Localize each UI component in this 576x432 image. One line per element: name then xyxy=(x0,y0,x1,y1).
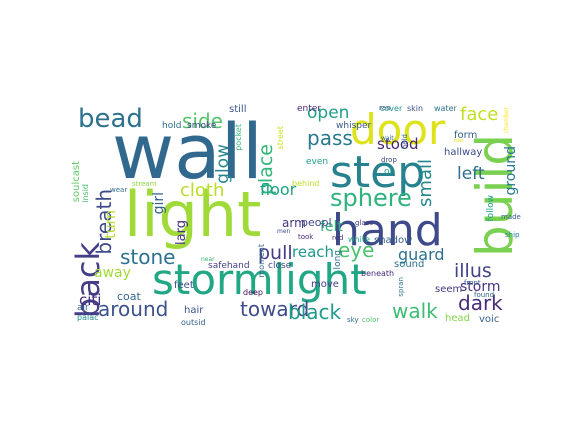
word-pull: pull xyxy=(258,242,293,264)
word-turn: turn xyxy=(103,210,119,239)
word-voic: voic xyxy=(479,314,500,325)
word-men: men xyxy=(277,228,291,235)
word-insid: insid xyxy=(81,184,90,203)
word-chamber: chamber xyxy=(503,107,510,134)
word-wall: wall xyxy=(112,107,263,196)
word-form: form xyxy=(454,130,478,141)
word-white: white xyxy=(348,235,370,244)
word-palac: palac xyxy=(77,313,99,322)
word-larg: larg xyxy=(174,220,189,245)
word-eye: eye xyxy=(338,238,375,262)
word-water: water xyxy=(434,104,457,113)
word-arm: arm xyxy=(282,216,306,230)
word-cloud: wall light step door hand stormlight build bead… xyxy=(69,103,524,328)
word-glass: glass xyxy=(355,219,373,227)
word-deep: deep xyxy=(243,288,263,297)
word-cover: cover xyxy=(380,104,403,113)
word-shadow: shadow xyxy=(374,235,413,246)
word-near: near xyxy=(201,256,215,263)
word-enter: enter xyxy=(297,104,322,114)
word-move: move xyxy=(311,279,339,290)
word-dark: dark xyxy=(458,291,503,315)
word-peopl: peopl xyxy=(301,216,332,229)
word-held: held xyxy=(401,134,409,150)
word-hold: hold xyxy=(162,121,182,131)
word-wear: wear xyxy=(110,186,128,194)
word-hallway: hallway xyxy=(444,147,483,158)
word-citi: citi xyxy=(79,291,102,309)
word-black: black xyxy=(288,300,342,324)
word-girl: girl xyxy=(151,192,167,215)
word-outsid: outsid xyxy=(181,318,206,327)
word-storm: storm xyxy=(460,279,501,295)
word-drop: drop xyxy=(381,156,397,164)
word-wait: wait xyxy=(381,135,394,142)
word-even: even xyxy=(306,157,329,167)
word-away: away xyxy=(94,265,131,281)
word-felt: felt xyxy=(320,219,343,235)
word-feet: feet xyxy=(174,280,194,291)
word-ground: ground xyxy=(503,146,519,196)
word-ship: ship xyxy=(505,231,520,239)
word-front: front xyxy=(464,279,481,287)
word-toward: toward xyxy=(240,297,310,321)
word-left: left xyxy=(457,164,485,184)
word-hand: hand xyxy=(332,205,443,256)
word-bead: bead xyxy=(78,104,143,134)
word-stood: stood xyxy=(377,135,419,153)
word-step: step xyxy=(330,147,426,198)
word-safehand: safehand xyxy=(208,261,250,271)
word-floor: floor xyxy=(260,180,297,199)
word-stormlight: stormlight xyxy=(152,255,367,304)
word-pocket: pocket xyxy=(234,124,243,151)
word-side: side xyxy=(182,109,223,133)
word-seem: seem xyxy=(435,284,463,295)
word-light: light xyxy=(124,178,262,251)
word-made: made xyxy=(501,213,521,221)
word-pass: pass xyxy=(307,126,353,150)
word-spran: spran xyxy=(397,277,405,297)
word-reach: reach xyxy=(292,243,335,261)
word-moment: moment xyxy=(257,244,266,278)
word-sound: sound xyxy=(394,259,425,270)
word-ran: ran xyxy=(379,104,391,112)
word-street: street xyxy=(276,126,285,150)
word-walk: walk xyxy=(392,299,438,323)
word-hair: hair xyxy=(184,305,204,316)
word-color: color xyxy=(362,316,380,324)
word-sphere: sphere xyxy=(330,184,412,212)
word-found: found xyxy=(474,291,495,299)
word-stone: stone xyxy=(120,245,176,269)
word-long: long xyxy=(333,250,343,270)
word-illus: illus xyxy=(454,260,492,282)
word-small: small xyxy=(415,159,436,207)
word-face: face xyxy=(460,104,499,125)
word-follow: follow xyxy=(486,195,496,222)
word-red: red xyxy=(332,234,344,242)
word-cloth: cloth xyxy=(180,180,225,201)
word-door: door xyxy=(350,105,446,154)
word-beneath: beneath xyxy=(361,269,395,278)
word-stream: stream xyxy=(132,180,157,188)
word-smoke: smoke xyxy=(187,121,217,131)
word-whisper: whisper xyxy=(336,121,372,131)
word-tow: tow xyxy=(454,138,464,144)
word-took: took xyxy=(298,233,314,241)
word-behind: behind xyxy=(292,179,320,188)
word-coat: coat xyxy=(117,290,141,303)
word-close: close xyxy=(268,261,292,271)
word-skin: skin xyxy=(407,104,424,113)
word-ol: ol xyxy=(384,167,393,177)
word-open: open xyxy=(307,103,350,123)
word-still: still xyxy=(229,104,247,115)
word-air: air xyxy=(77,303,89,313)
word-around: around xyxy=(98,297,169,321)
word-sky: sky xyxy=(347,316,359,324)
word-guard: guard xyxy=(398,245,445,264)
word-head: head xyxy=(445,313,470,324)
word-glow: glow xyxy=(213,144,233,184)
